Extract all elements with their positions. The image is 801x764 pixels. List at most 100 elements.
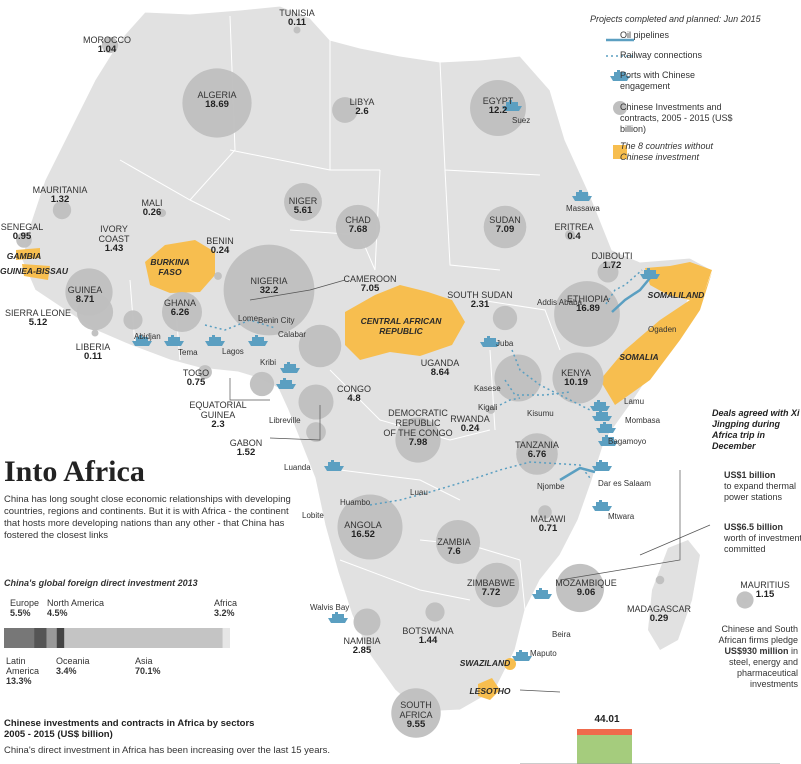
- country-name: LIBERIA: [75, 342, 111, 352]
- ship-icon: [480, 336, 500, 347]
- pipeline-icon: [590, 30, 620, 44]
- investment-circle: [332, 97, 358, 123]
- country-label: DJIBOUTI 1.72: [562, 251, 662, 271]
- country-value: 6.76: [527, 449, 547, 460]
- city-label: Massawa: [566, 204, 600, 213]
- country-label: GUINEA 8.71: [35, 285, 135, 305]
- country-value: 7.05: [360, 283, 380, 294]
- fdi-title: China's global foreign direct investment…: [4, 578, 198, 588]
- country-value: 2.31: [470, 299, 490, 310]
- country-value: 9.55: [406, 719, 426, 730]
- investment-circle: [538, 505, 552, 519]
- investment-circle: [249, 371, 275, 397]
- country-value: 7.98: [408, 437, 428, 448]
- country-name: EGYPT: [482, 96, 514, 106]
- ship-icon: [640, 268, 660, 279]
- city-label: Beira: [552, 630, 571, 639]
- country-label: CAMEROON 7.05: [320, 274, 420, 294]
- fdi-label-europe: Europe 5.5%: [10, 598, 40, 618]
- region-burkina-faso: [145, 240, 215, 293]
- investment-circle: [494, 354, 542, 402]
- ship-icon: [276, 378, 296, 389]
- country-label: NAMIBIA 2.85: [312, 636, 412, 656]
- ship-icon: [590, 400, 610, 411]
- investment-circle: [214, 272, 222, 280]
- country-label: MAURITIUS 1.15: [715, 580, 801, 600]
- country-label: LIBYA 2.6: [312, 97, 412, 117]
- country-value: 18.69: [205, 99, 229, 110]
- city-label: Lome: [238, 314, 259, 323]
- investment-circle: [552, 352, 604, 404]
- country-value: 0.71: [538, 523, 558, 534]
- city-label: Tema: [178, 348, 198, 357]
- country-value: 0.24: [460, 423, 480, 434]
- country-value: 1.44: [418, 635, 438, 646]
- city-label: Addis Ababa: [537, 298, 582, 307]
- sectors-title: Chinese investments and contracts in Afr…: [4, 718, 255, 740]
- country-value: 2.6: [355, 106, 369, 117]
- sectors-text: China's direct investment in Africa has …: [4, 745, 331, 756]
- region-somalia: [600, 272, 712, 405]
- investment-circle: [182, 68, 252, 138]
- country-label: MALI 0.26: [102, 198, 202, 218]
- country-value: 0.11: [288, 17, 306, 28]
- country-name: GABON: [229, 438, 263, 448]
- city-label: Libreville: [269, 416, 301, 425]
- country-label: ERITREA 0.4: [524, 222, 624, 242]
- investment-circle: [298, 324, 342, 368]
- country-value: 16.89: [576, 303, 600, 314]
- country-name: ZIMBABWE: [466, 578, 515, 588]
- country-label: EGYPT 12.2: [448, 96, 548, 116]
- country-value: 32.2: [259, 285, 279, 296]
- fdi-label-oceania: Oceania 3.4%: [56, 656, 90, 676]
- investment-circle: [101, 36, 119, 54]
- country-label: IVORY COAST 1.43: [64, 224, 164, 254]
- investment-circle: [337, 494, 403, 560]
- city-label: Bagamoyo: [608, 437, 647, 446]
- investment-circle: [736, 591, 754, 609]
- country-name: ANGOLA: [344, 520, 382, 530]
- ship-icon: [248, 335, 268, 346]
- no-investment-label: SOMALILAND: [647, 290, 705, 300]
- page-title: Into Africa: [4, 455, 145, 488]
- investment-circle: [487, 406, 495, 414]
- country-label: ETHIOPIA 16.89: [538, 294, 638, 314]
- no-investment-label: GUINEA-BISSAU: [0, 266, 68, 276]
- country-name: SENEGAL: [0, 222, 44, 232]
- country-label: GHANA 6.26: [130, 298, 230, 318]
- country-label: GABON 1.52: [196, 438, 296, 458]
- city-label: Mombasa: [625, 416, 661, 425]
- country-value: 10.19: [564, 377, 588, 388]
- region-somaliland: [645, 262, 712, 300]
- region-lesotho: [478, 678, 500, 700]
- investment-circle: [335, 204, 381, 250]
- railway-line: [499, 397, 521, 406]
- fdi-segment: [34, 628, 47, 648]
- investment-circle: [198, 365, 212, 379]
- investment-circle: [91, 329, 99, 337]
- country-label: MOZAMBIQUE 9.06: [536, 578, 636, 598]
- country-label: SOUTH AFRICA 9.55: [366, 700, 466, 730]
- investment-circle: [516, 433, 558, 475]
- country-label: ALGERIA 18.69: [167, 90, 267, 110]
- country-label: TANZANIA 6.76: [487, 440, 587, 460]
- fdi-segment: [4, 628, 35, 648]
- legend-item: Ports with Chinese engagement: [590, 70, 795, 92]
- deal-item: US$1 billion to expand thermal power stat…: [724, 470, 797, 502]
- country-label: LIBERIA 0.11: [43, 342, 143, 362]
- country-label: ANGOLA 16.52: [313, 520, 413, 540]
- country-label: UGANDA 8.64: [390, 358, 490, 378]
- country-name: SOUTH SUDAN: [447, 290, 513, 300]
- intro-text: China has long sought close economic rel…: [4, 494, 291, 541]
- circle-icon: [590, 102, 620, 116]
- investment-circle: [298, 384, 334, 420]
- swatch-icon: [590, 141, 620, 155]
- ship-icon: [592, 460, 612, 471]
- city-label: Maputo: [530, 649, 557, 658]
- country-name: MADAGASCAR: [626, 604, 691, 614]
- investment-circle: [597, 261, 619, 283]
- railway-line: [511, 349, 591, 411]
- city-label: Walvis Bay: [310, 603, 350, 612]
- country-value: 8.64: [430, 367, 450, 378]
- country-label: TUNISIA 0.11: [247, 8, 347, 28]
